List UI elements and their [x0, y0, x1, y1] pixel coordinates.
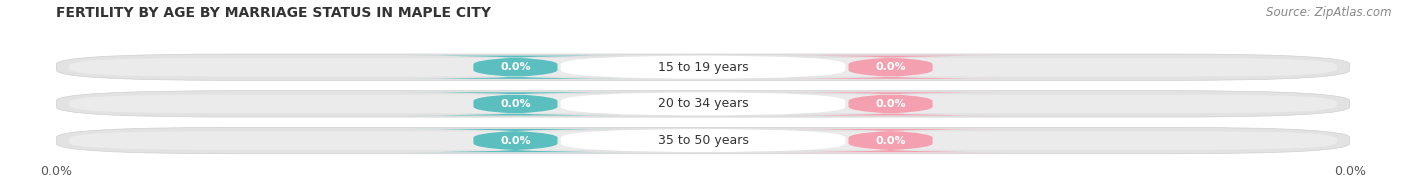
Text: FERTILITY BY AGE BY MARRIAGE STATUS IN MAPLE CITY: FERTILITY BY AGE BY MARRIAGE STATUS IN M… [56, 6, 491, 20]
FancyBboxPatch shape [561, 92, 845, 115]
FancyBboxPatch shape [56, 127, 1350, 154]
FancyBboxPatch shape [778, 129, 1004, 152]
FancyBboxPatch shape [402, 129, 628, 152]
Text: 0.0%: 0.0% [501, 62, 530, 72]
FancyBboxPatch shape [56, 91, 1350, 117]
Text: 0.0%: 0.0% [876, 62, 905, 72]
FancyBboxPatch shape [69, 58, 1337, 76]
FancyBboxPatch shape [56, 54, 1350, 80]
Text: 0.0%: 0.0% [876, 136, 905, 146]
Text: 0.0%: 0.0% [501, 136, 530, 146]
Text: 35 to 50 years: 35 to 50 years [658, 134, 748, 147]
FancyBboxPatch shape [402, 56, 628, 79]
FancyBboxPatch shape [561, 129, 845, 152]
FancyBboxPatch shape [778, 56, 1004, 79]
Text: Source: ZipAtlas.com: Source: ZipAtlas.com [1267, 6, 1392, 19]
Legend: Married, Unmarried: Married, Unmarried [612, 191, 794, 196]
Text: 0.0%: 0.0% [501, 99, 530, 109]
Text: 0.0%: 0.0% [876, 99, 905, 109]
FancyBboxPatch shape [69, 131, 1337, 150]
Text: 20 to 34 years: 20 to 34 years [658, 97, 748, 110]
FancyBboxPatch shape [561, 56, 845, 79]
FancyBboxPatch shape [402, 92, 628, 115]
FancyBboxPatch shape [778, 92, 1004, 115]
FancyBboxPatch shape [69, 95, 1337, 113]
Text: 15 to 19 years: 15 to 19 years [658, 61, 748, 74]
